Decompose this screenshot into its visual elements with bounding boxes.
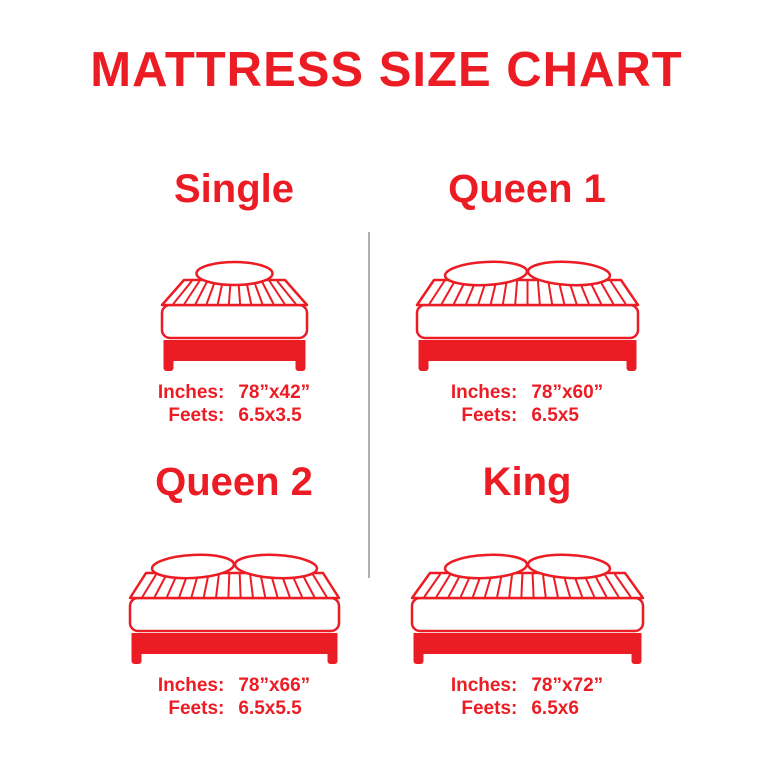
feet-label: Feets: (461, 698, 518, 719)
king-bed-icon (410, 553, 644, 664)
section-title-king: King (482, 460, 572, 504)
inches-value: 78”x72” (531, 675, 604, 696)
feet-label: Feets: (461, 405, 518, 426)
section-king: King Inches: 78”x72” Feets: 6.5x6 (387, 461, 667, 720)
column-divider (368, 232, 370, 578)
feet-label: Feets: (168, 405, 225, 426)
size-caption-single: Inches: 78”x42” Feets: 6.5x3.5 (158, 382, 310, 427)
inches-label: Inches: (157, 675, 225, 696)
section-title-queen-2: Queen 2 (155, 460, 313, 504)
single-bed-icon (160, 260, 308, 371)
feet-value: 6.5x3.5 (238, 405, 302, 426)
bed-illustration-queen-2 (127, 553, 342, 667)
inches-value: 78”x60” (531, 382, 604, 403)
size-caption-queen-1: Inches: 78”x60” Feets: 6.5x5 (451, 382, 603, 427)
feet-value: 6.5x6 (531, 698, 579, 719)
queen-1-bed-icon (415, 260, 639, 371)
inches-value: 78”x42” (238, 382, 311, 403)
inches-label: Inches: (157, 382, 225, 403)
feet-label: Feets: (168, 698, 225, 719)
queen-2-bed-icon (128, 553, 340, 664)
inches-label: Inches: (450, 382, 518, 403)
bed-illustration-king (409, 553, 646, 667)
section-single: Single Inches: 78”x42” Feets: 6.5x3.5 (94, 168, 374, 427)
bed-illustration-queen-1 (414, 260, 641, 374)
section-title-single: Single (173, 167, 295, 211)
feet-value: 6.5x5 (531, 405, 579, 426)
section-title-queen-1: Queen 1 (448, 167, 606, 211)
section-queen-2: Queen 2 Inches: 78”x66” Feets: 6.5x5.5 (94, 461, 374, 720)
section-queen-1: Queen 1 Inches: 78”x60” Feets: 6.5x5 (387, 168, 667, 427)
size-caption-queen-2: Inches: 78”x66” Feets: 6.5x5.5 (158, 675, 310, 720)
page-title: MATTRESS SIZE CHART (90, 43, 683, 97)
bed-illustration-single (159, 260, 310, 374)
inches-label: Inches: (450, 675, 518, 696)
inches-value: 78”x66” (238, 675, 311, 696)
size-caption-king: Inches: 78”x72” Feets: 6.5x6 (451, 675, 603, 720)
feet-value: 6.5x5.5 (238, 698, 302, 719)
